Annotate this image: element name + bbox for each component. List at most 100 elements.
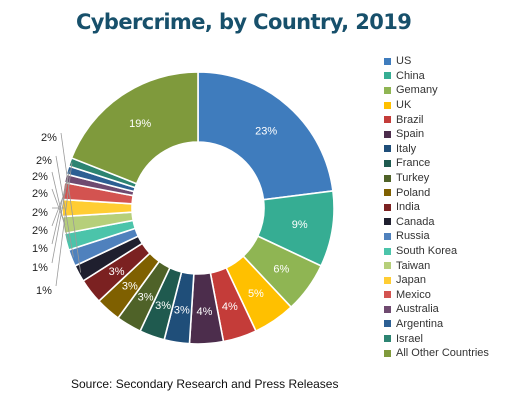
- legend-label: Gemany: [396, 84, 438, 97]
- donut-data-labels: 23%9%6%5%4%4%3%3%3%3%3%2%2%2%2%2%2%1%1%1…: [32, 118, 308, 318]
- data-label-australia: 1%: [32, 243, 48, 255]
- leader-line-australia: [51, 178, 68, 245]
- legend-swatch: [384, 145, 391, 153]
- legend-swatch: [384, 232, 391, 240]
- legend-label: Poland: [396, 186, 431, 199]
- leader-line-russia: [55, 155, 74, 258]
- legend-label: Japan: [396, 274, 426, 287]
- legend-label: Israel: [396, 332, 423, 345]
- data-label-china: 9%: [292, 219, 308, 231]
- leader-line-argentina: [51, 170, 70, 264]
- slice-us[interactable]: [197, 71, 334, 201]
- data-label-taiwan: 2%: [32, 188, 48, 200]
- data-label-poland: 3%: [122, 280, 138, 292]
- legend-item-india: India: [384, 200, 489, 215]
- legend-swatch: [384, 262, 391, 270]
- leader-line-south-korea: [51, 171, 69, 242]
- legend-label: Spain: [396, 128, 425, 141]
- data-label-all-other-countries: 19%: [129, 118, 151, 130]
- donut-slices: [61, 71, 335, 345]
- legend-label: Italy: [396, 142, 417, 155]
- legend-swatch: [384, 218, 391, 226]
- source-note: Source: Secondary Research and Press Rel…: [71, 377, 339, 391]
- legend-item-russia: Russia: [384, 229, 489, 244]
- data-label-spain: 4%: [197, 306, 213, 318]
- legend-item-france: France: [384, 156, 489, 171]
- data-label-brazil: 4%: [222, 301, 238, 313]
- legend-swatch: [384, 276, 391, 284]
- legend-label: UK: [396, 99, 412, 112]
- legend-item-poland: Poland: [384, 185, 489, 200]
- data-label-israel: 1%: [36, 285, 52, 297]
- legend-item-japan: Japan: [384, 273, 489, 288]
- legend-label: Mexico: [396, 288, 431, 301]
- legend-label: Australia: [396, 303, 439, 316]
- legend-label: Canada: [396, 215, 435, 228]
- legend-swatch: [384, 57, 391, 65]
- legend-label: China: [396, 69, 425, 82]
- data-label-argentina: 1%: [32, 262, 48, 274]
- data-label-japan: 2%: [32, 207, 48, 219]
- leader-line-taiwan: [51, 188, 66, 225]
- legend-label: US: [396, 55, 412, 68]
- legend-label: Russia: [396, 230, 430, 243]
- chart-legend: US China Gemany UK Brazil Spain Italy France Tur…: [384, 54, 489, 360]
- legend-swatch: [384, 291, 391, 299]
- legend-swatch: [384, 189, 391, 197]
- legend-label: France: [396, 157, 431, 170]
- legend-swatch: [384, 335, 391, 343]
- legend-label: Brazil: [396, 113, 424, 126]
- legend-item-argentina: Argentina: [384, 317, 489, 332]
- data-label-india: 3%: [109, 266, 125, 278]
- data-label-us: 23%: [255, 126, 277, 138]
- legend-label: India: [396, 201, 420, 214]
- legend-item-us: US: [384, 54, 489, 69]
- legend-item-brazil: Brazil: [384, 112, 489, 127]
- legend-swatch: [384, 320, 391, 328]
- legend-item-china: China: [384, 69, 489, 84]
- data-label-turkey: 3%: [138, 292, 154, 304]
- legend-item-spain: Spain: [384, 127, 489, 142]
- legend-item-italy: Italy: [384, 142, 489, 157]
- legend-item-israel: Israel: [384, 331, 489, 346]
- legend-item-australia: Australia: [384, 302, 489, 317]
- legend-swatch: [384, 247, 391, 255]
- legend-swatch: [384, 116, 391, 124]
- data-label-russia: 2%: [36, 155, 52, 167]
- legend-swatch: [384, 305, 391, 313]
- legend-item-south-korea: South Korea: [384, 244, 489, 259]
- legend-label: South Korea: [396, 245, 458, 258]
- legend-swatch: [384, 86, 391, 94]
- legend-swatch: [384, 130, 391, 138]
- legend-swatch: [384, 159, 391, 167]
- legend-label: Argentina: [396, 317, 444, 330]
- legend-label: Taiwan: [396, 259, 431, 272]
- data-label-uk: 5%: [248, 288, 264, 300]
- data-label-france: 3%: [155, 300, 171, 312]
- data-label-south-korea: 2%: [32, 171, 48, 183]
- leader-line-canada: [60, 132, 81, 273]
- legend-swatch: [384, 101, 391, 109]
- legend-swatch: [384, 203, 391, 211]
- legend-label: Turkey: [396, 172, 430, 185]
- legend-item-turkey: Turkey: [384, 171, 489, 186]
- legend-swatch: [384, 349, 391, 357]
- legend-item-canada: Canada: [384, 215, 489, 230]
- data-label-canada: 2%: [41, 132, 57, 144]
- legend-swatch: [384, 72, 391, 80]
- legend-item-uk: UK: [384, 98, 489, 113]
- data-label-gemany: 6%: [273, 264, 289, 276]
- legend-label: All Other Countries: [396, 347, 489, 360]
- data-label-mexico: 2%: [32, 225, 48, 237]
- legend-item-taiwan: Taiwan: [384, 258, 489, 273]
- legend-item-gemany: Gemany: [384, 83, 489, 98]
- legend-swatch: [384, 174, 391, 182]
- legend-item-all-other-countries: All Other Countries: [384, 346, 489, 361]
- legend-item-mexico: Mexico: [384, 288, 489, 303]
- chart-title: Cybercrime, by Country, 2019: [76, 10, 412, 34]
- slice-all-other-countries[interactable]: [70, 71, 199, 185]
- data-label-italy: 3%: [174, 305, 190, 317]
- leader-line-israel: [55, 162, 73, 287]
